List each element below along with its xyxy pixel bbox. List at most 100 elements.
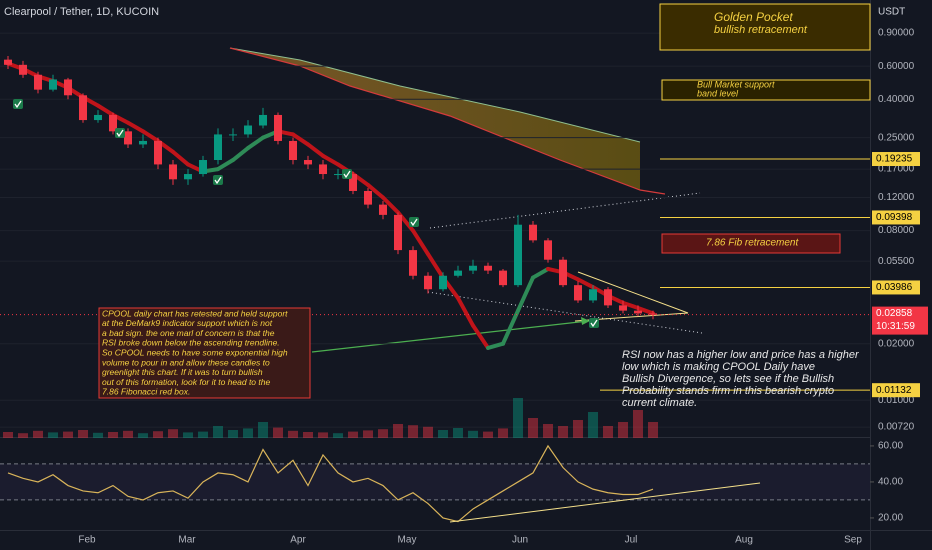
- ma-segment: [321, 153, 340, 167]
- candle-body: [484, 265, 492, 271]
- volume-bar: [303, 432, 313, 438]
- candle-body: [589, 289, 597, 301]
- left-note-line: volume to pour in and allow these candle…: [102, 357, 270, 367]
- volume-bar: [468, 430, 478, 438]
- x-tick-label: Feb: [78, 535, 96, 546]
- volume-bar: [633, 410, 643, 438]
- volume-bar: [408, 425, 418, 438]
- annotation: 7.86 Fib retracement: [706, 238, 799, 249]
- ma-segment: [141, 129, 160, 143]
- candle-body: [544, 240, 552, 260]
- signal-icon: [213, 175, 223, 185]
- signal-check: [214, 176, 222, 185]
- volume-bar: [648, 422, 658, 438]
- signal-check: [14, 100, 22, 109]
- volume-bar: [453, 428, 463, 438]
- candle-body: [379, 204, 387, 215]
- volume-bar: [228, 430, 238, 438]
- candle-body: [214, 134, 222, 161]
- candle-body: [349, 174, 357, 191]
- left-note-line: at the DeMark9 indicator support which i…: [102, 318, 273, 328]
- left-note-line: out of this formation, look for it to he…: [102, 377, 270, 387]
- candle-body: [154, 140, 162, 165]
- candle-body: [499, 270, 507, 286]
- level-tag: [872, 210, 920, 225]
- ma-segment: [426, 252, 445, 280]
- arrow: [311, 320, 589, 353]
- volume-bar: [588, 412, 598, 438]
- volume-bar: [183, 432, 193, 438]
- candle-body: [514, 224, 522, 286]
- level-label: 0.19235: [876, 154, 913, 165]
- trendline: [429, 192, 701, 229]
- y-tick-label: 0.25000: [878, 132, 915, 143]
- volume-bar: [153, 431, 163, 438]
- volume-bar: [513, 398, 523, 438]
- level-label: 0.03986: [876, 282, 913, 293]
- ma-segment: [531, 266, 550, 280]
- rsi-tick-label: 40.00: [878, 477, 903, 488]
- volume-bar: [543, 424, 553, 438]
- candle-body: [94, 114, 102, 121]
- candle-body: [259, 114, 267, 126]
- last-price-tag: [872, 306, 928, 335]
- volume-bar: [138, 433, 148, 438]
- triangle-line: [577, 271, 689, 314]
- candle-body: [274, 114, 282, 141]
- candle-body: [319, 164, 327, 175]
- signal-check: [410, 218, 418, 227]
- volume-bar: [168, 429, 178, 438]
- arrow-head: [581, 317, 590, 325]
- level-label: 0.01132: [876, 385, 912, 396]
- y-tick-label: 0.08000: [878, 225, 915, 236]
- candle-body: [124, 131, 132, 145]
- ma-segment: [486, 341, 505, 350]
- ma-segment: [381, 195, 400, 215]
- ma-segment: [576, 277, 595, 290]
- right-note-line: Bullish Divergence, so lets see if the B…: [622, 373, 834, 385]
- annotation: Bull Market support: [697, 79, 775, 89]
- ma-segment: [456, 296, 475, 328]
- candle-body: [649, 313, 657, 315]
- y-tick-label: 0.12000: [878, 192, 915, 203]
- signal-check: [343, 170, 351, 179]
- volume-bar: [213, 426, 223, 438]
- ma-segment: [171, 149, 190, 167]
- ma-cloud-upper: [229, 47, 641, 143]
- volume-bar: [378, 429, 388, 438]
- ma-segment: [366, 182, 385, 200]
- volume-bar: [438, 430, 448, 438]
- candle-body: [364, 190, 372, 205]
- level-tag: [872, 280, 920, 295]
- candle-body: [394, 214, 402, 251]
- golden-pocket-box: [659, 3, 871, 51]
- candle-body: [79, 95, 87, 121]
- candle-body: [64, 79, 72, 96]
- ma-segment: [216, 158, 235, 172]
- level-tag: [872, 152, 920, 167]
- left-note-line: 7.86 Fibonacci red box.: [102, 387, 190, 397]
- volume-bar: [393, 424, 403, 438]
- volume-bar: [483, 431, 493, 438]
- ma-segment: [516, 275, 535, 313]
- x-tick-label: Aug: [735, 535, 753, 546]
- annotation: bullish retracement: [714, 24, 808, 36]
- candle-body: [19, 64, 27, 75]
- volume-bar: [333, 433, 343, 438]
- y-tick-label: 0.90000: [878, 28, 915, 39]
- ma-segment: [246, 135, 265, 151]
- y-tick-label: 0.60000: [878, 61, 915, 72]
- last-price-label: 0.02858: [876, 308, 913, 319]
- candle-body: [559, 259, 567, 286]
- volume-bar: [18, 433, 28, 438]
- rsi-tick-label: 60.00: [878, 441, 903, 452]
- left-note-box: [98, 307, 311, 399]
- y-tick-label: 0.40000: [878, 94, 915, 105]
- right-note-line: RSI now has a higher low and price has a…: [622, 349, 860, 361]
- annotation: band level: [697, 88, 739, 98]
- candle-body: [529, 224, 537, 241]
- volume-bar: [243, 428, 253, 438]
- x-tick-label: May: [398, 535, 417, 546]
- x-tick-label: Jul: [625, 535, 638, 546]
